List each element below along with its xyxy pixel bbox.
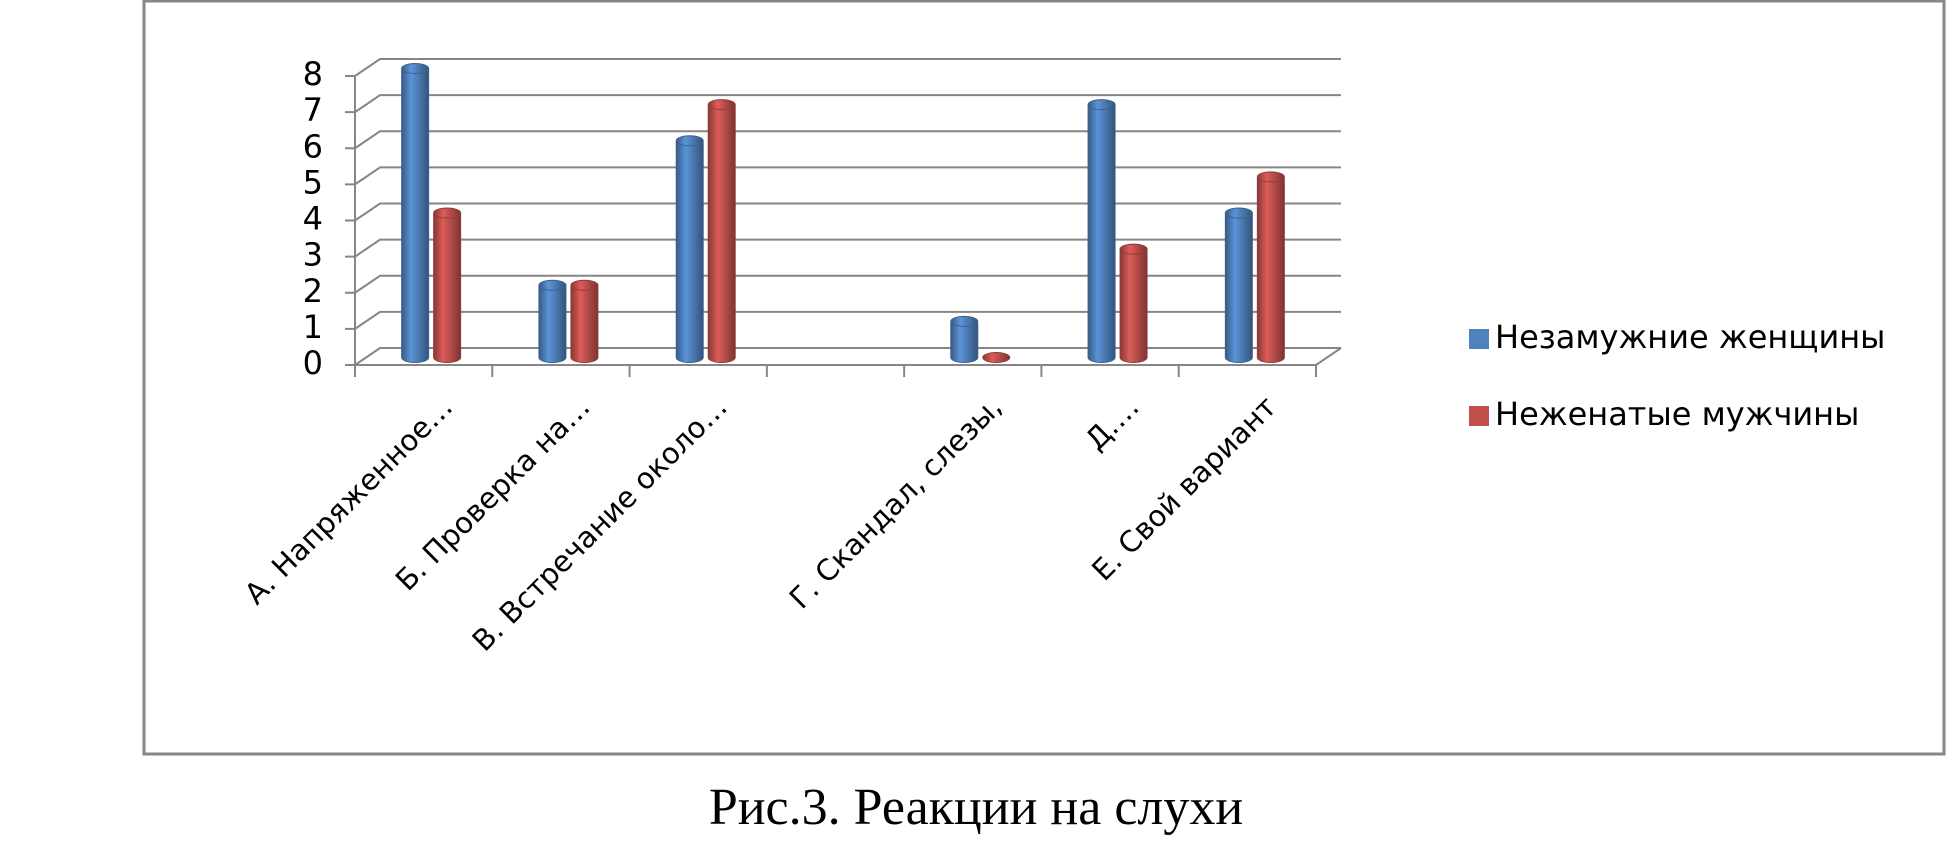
bar bbox=[401, 63, 430, 363]
bar bbox=[950, 315, 979, 363]
bar bbox=[1256, 171, 1285, 363]
grid-line bbox=[354, 94, 1341, 113]
y-tick-label: 4 bbox=[303, 200, 323, 238]
y-tick-label: 7 bbox=[303, 91, 323, 129]
grid-line bbox=[354, 202, 1341, 222]
y-tick-label: 0 bbox=[303, 344, 323, 382]
y-tick-label: 5 bbox=[303, 163, 323, 201]
bar bbox=[570, 279, 599, 363]
y-tick-label: 6 bbox=[303, 127, 323, 165]
bar bbox=[1119, 243, 1148, 363]
grid-line bbox=[354, 347, 1341, 366]
bar bbox=[982, 351, 1011, 364]
legend-swatch bbox=[1469, 406, 1489, 426]
chart-frame bbox=[142, 0, 1946, 756]
bar bbox=[1087, 99, 1116, 363]
bar bbox=[433, 207, 462, 363]
legend-label: Незамужние женщины bbox=[1495, 318, 1885, 356]
y-tick-label: 2 bbox=[303, 272, 323, 310]
y-tick-label: 1 bbox=[303, 308, 323, 346]
bar bbox=[538, 279, 567, 363]
bar bbox=[707, 99, 736, 363]
grid-line bbox=[354, 166, 1341, 186]
legend-swatch bbox=[1469, 329, 1489, 349]
legend-label: Неженатые мужчины bbox=[1495, 395, 1859, 433]
grid-line bbox=[354, 310, 1341, 330]
grid-line bbox=[354, 130, 1341, 150]
caption: Рис.3. Реакции на слухи bbox=[709, 779, 1243, 836]
grid-line bbox=[354, 238, 1341, 258]
grid-line bbox=[354, 274, 1341, 294]
y-tick-label: 3 bbox=[303, 236, 323, 274]
y-tick-label: 8 bbox=[303, 55, 323, 93]
bar bbox=[675, 135, 704, 363]
bar bbox=[1224, 207, 1253, 363]
grid-line bbox=[354, 58, 1341, 77]
